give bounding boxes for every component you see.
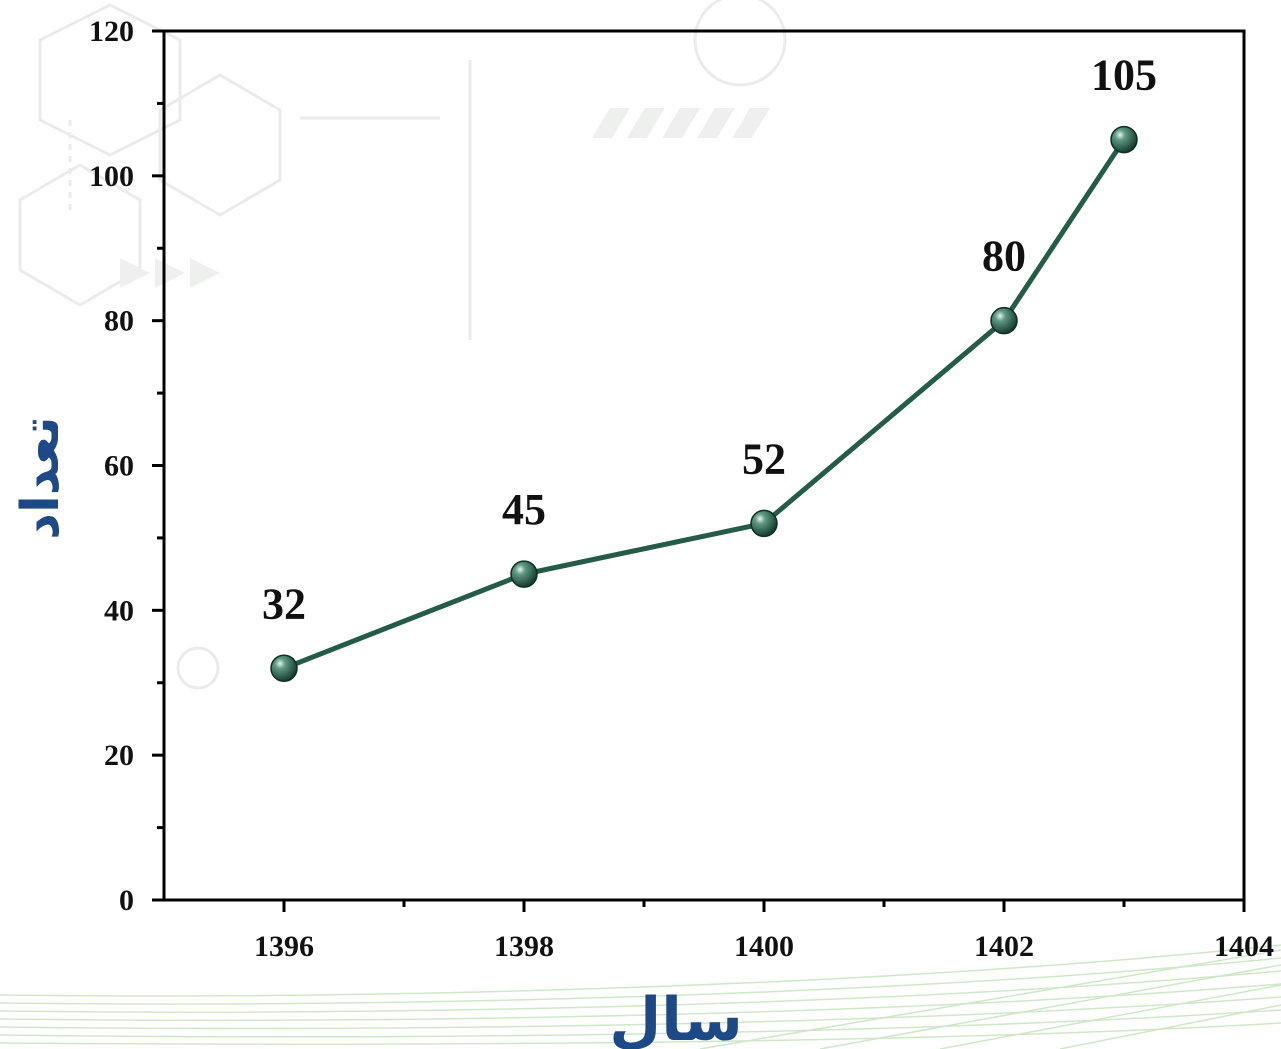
series-line-path [283, 138, 1127, 671]
data-point [270, 654, 298, 683]
data-label: 80 [982, 232, 1026, 281]
y-tick-label: 100 [89, 160, 134, 193]
plot-frame [162, 29, 1246, 902]
y-tick-label: 60 [104, 450, 134, 483]
series-markers [270, 125, 1138, 683]
y-axis: 0 20 40 60 80 100 120 [89, 15, 164, 917]
x-tick-label: 1402 [974, 930, 1034, 963]
y-tick-label: 120 [89, 15, 134, 48]
data-point [990, 306, 1018, 335]
data-point [1110, 125, 1138, 154]
y-tick-label: 40 [104, 594, 134, 627]
x-tick-label: 1404 [1214, 930, 1274, 963]
data-point [510, 560, 538, 588]
data-labels: 32 45 52 80 105 [262, 51, 1157, 629]
x-tick-label: 1398 [494, 930, 554, 963]
y-axis-title: تعداد [11, 416, 71, 539]
y-tick-label: 80 [104, 305, 134, 338]
data-label: 105 [1091, 51, 1157, 100]
series-line [283, 138, 1127, 671]
data-point [750, 509, 778, 538]
x-tick-label: 1400 [734, 930, 794, 963]
y-tick-label: 20 [104, 739, 134, 772]
x-tick-label: 1396 [254, 930, 314, 963]
x-axis: 1396 1398 1400 1402 1404 [254, 900, 1274, 963]
data-label: 32 [262, 579, 306, 628]
x-axis-title: سال [609, 985, 743, 1049]
data-label: 45 [502, 485, 546, 534]
data-label: 52 [742, 434, 786, 483]
y-tick-label: 0 [119, 884, 134, 917]
